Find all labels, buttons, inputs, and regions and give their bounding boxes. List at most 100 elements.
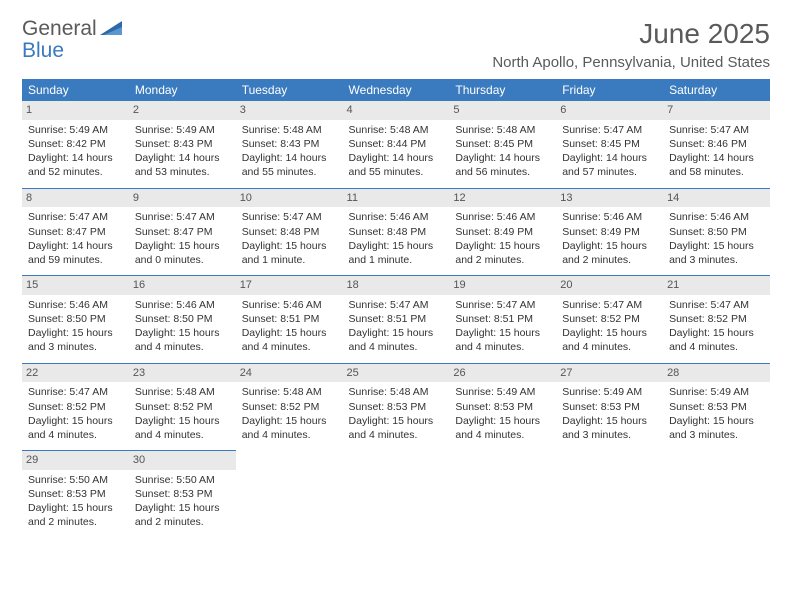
daylight-text: and 4 minutes. [242,428,337,442]
day-number: 19 [449,276,556,295]
day-header: Thursday [449,79,556,101]
day-number: 30 [129,451,236,470]
calendar-cell: 10Sunrise: 5:47 AMSunset: 8:48 PMDayligh… [236,188,343,276]
daylight-text: Daylight: 15 hours [135,414,230,428]
sunset-text: Sunset: 8:44 PM [349,137,444,151]
day-number: 23 [129,364,236,383]
daylight-text: Daylight: 15 hours [28,326,123,340]
calendar-cell: 19Sunrise: 5:47 AMSunset: 8:51 PMDayligh… [449,276,556,364]
sunrise-text: Sunrise: 5:50 AM [135,473,230,487]
daylight-text: Daylight: 14 hours [135,151,230,165]
month-title: June 2025 [492,18,770,50]
daylight-text: and 3 minutes. [669,428,764,442]
calendar-cell: 4Sunrise: 5:48 AMSunset: 8:44 PMDaylight… [343,101,450,188]
sunset-text: Sunset: 8:43 PM [135,137,230,151]
logo: General Blue [22,18,122,62]
daylight-text: Daylight: 14 hours [455,151,550,165]
daylight-text: Daylight: 15 hours [455,414,550,428]
sunset-text: Sunset: 8:48 PM [349,225,444,239]
calendar-week: 15Sunrise: 5:46 AMSunset: 8:50 PMDayligh… [22,276,770,364]
sunset-text: Sunset: 8:45 PM [562,137,657,151]
calendar-cell: 24Sunrise: 5:48 AMSunset: 8:52 PMDayligh… [236,363,343,451]
calendar-cell: 6Sunrise: 5:47 AMSunset: 8:45 PMDaylight… [556,101,663,188]
sunrise-text: Sunrise: 5:46 AM [28,298,123,312]
sunrise-text: Sunrise: 5:46 AM [669,210,764,224]
daylight-text: and 58 minutes. [669,165,764,179]
day-number: 2 [129,101,236,120]
calendar-cell: 27Sunrise: 5:49 AMSunset: 8:53 PMDayligh… [556,363,663,451]
daylight-text: and 4 minutes. [455,340,550,354]
sunset-text: Sunset: 8:47 PM [28,225,123,239]
sunrise-text: Sunrise: 5:47 AM [349,298,444,312]
sunrise-text: Sunrise: 5:46 AM [349,210,444,224]
sunset-text: Sunset: 8:52 PM [135,400,230,414]
day-number: 13 [556,189,663,208]
sunrise-text: Sunrise: 5:48 AM [349,123,444,137]
sunrise-text: Sunrise: 5:49 AM [135,123,230,137]
calendar-cell [343,451,450,538]
title-block: June 2025 North Apollo, Pennsylvania, Un… [492,18,770,71]
day-number: 8 [22,189,129,208]
daylight-text: Daylight: 15 hours [349,239,444,253]
day-header: Saturday [663,79,770,101]
sunrise-text: Sunrise: 5:50 AM [28,473,123,487]
calendar-cell: 30Sunrise: 5:50 AMSunset: 8:53 PMDayligh… [129,451,236,538]
day-header: Wednesday [343,79,450,101]
daylight-text: and 2 minutes. [135,515,230,529]
daylight-text: and 3 minutes. [28,340,123,354]
calendar-cell: 11Sunrise: 5:46 AMSunset: 8:48 PMDayligh… [343,188,450,276]
sunset-text: Sunset: 8:53 PM [562,400,657,414]
calendar-cell: 9Sunrise: 5:47 AMSunset: 8:47 PMDaylight… [129,188,236,276]
day-number: 3 [236,101,343,120]
logo-sail-icon [100,22,122,39]
sunset-text: Sunset: 8:45 PM [455,137,550,151]
daylight-text: Daylight: 15 hours [28,501,123,515]
daylight-text: Daylight: 15 hours [135,239,230,253]
daylight-text: and 1 minute. [349,253,444,267]
calendar-cell: 25Sunrise: 5:48 AMSunset: 8:53 PMDayligh… [343,363,450,451]
daylight-text: Daylight: 15 hours [135,501,230,515]
calendar-cell: 21Sunrise: 5:47 AMSunset: 8:52 PMDayligh… [663,276,770,364]
day-number: 15 [22,276,129,295]
daylight-text: and 52 minutes. [28,165,123,179]
daylight-text: Daylight: 15 hours [669,326,764,340]
calendar-week: 1Sunrise: 5:49 AMSunset: 8:42 PMDaylight… [22,101,770,188]
sunset-text: Sunset: 8:47 PM [135,225,230,239]
calendar-cell: 26Sunrise: 5:49 AMSunset: 8:53 PMDayligh… [449,363,556,451]
day-number: 21 [663,276,770,295]
sunrise-text: Sunrise: 5:48 AM [242,123,337,137]
daylight-text: and 4 minutes. [349,428,444,442]
calendar-cell: 1Sunrise: 5:49 AMSunset: 8:42 PMDaylight… [22,101,129,188]
sunset-text: Sunset: 8:51 PM [242,312,337,326]
day-header: Monday [129,79,236,101]
sunrise-text: Sunrise: 5:47 AM [28,210,123,224]
sunset-text: Sunset: 8:49 PM [562,225,657,239]
sunset-text: Sunset: 8:46 PM [669,137,764,151]
calendar-cell: 22Sunrise: 5:47 AMSunset: 8:52 PMDayligh… [22,363,129,451]
day-number: 7 [663,101,770,120]
sunrise-text: Sunrise: 5:47 AM [242,210,337,224]
daylight-text: and 2 minutes. [28,515,123,529]
calendar-cell: 5Sunrise: 5:48 AMSunset: 8:45 PMDaylight… [449,101,556,188]
calendar-week: 22Sunrise: 5:47 AMSunset: 8:52 PMDayligh… [22,363,770,451]
logo-text-2: Blue [22,39,64,62]
daylight-text: Daylight: 14 hours [28,151,123,165]
sunset-text: Sunset: 8:51 PM [455,312,550,326]
calendar-cell: 18Sunrise: 5:47 AMSunset: 8:51 PMDayligh… [343,276,450,364]
daylight-text: and 56 minutes. [455,165,550,179]
calendar-cell [449,451,556,538]
calendar-cell [236,451,343,538]
day-number: 4 [343,101,450,120]
daylight-text: Daylight: 15 hours [455,239,550,253]
calendar-table: Sunday Monday Tuesday Wednesday Thursday… [22,79,770,538]
daylight-text: and 4 minutes. [135,340,230,354]
calendar-cell: 16Sunrise: 5:46 AMSunset: 8:50 PMDayligh… [129,276,236,364]
sunrise-text: Sunrise: 5:46 AM [455,210,550,224]
daylight-text: Daylight: 14 hours [669,151,764,165]
daylight-text: Daylight: 15 hours [669,414,764,428]
day-number: 14 [663,189,770,208]
sunset-text: Sunset: 8:49 PM [455,225,550,239]
logo-text-1: General [22,17,97,40]
sunset-text: Sunset: 8:43 PM [242,137,337,151]
header: General Blue June 2025 North Apollo, Pen… [22,18,770,71]
